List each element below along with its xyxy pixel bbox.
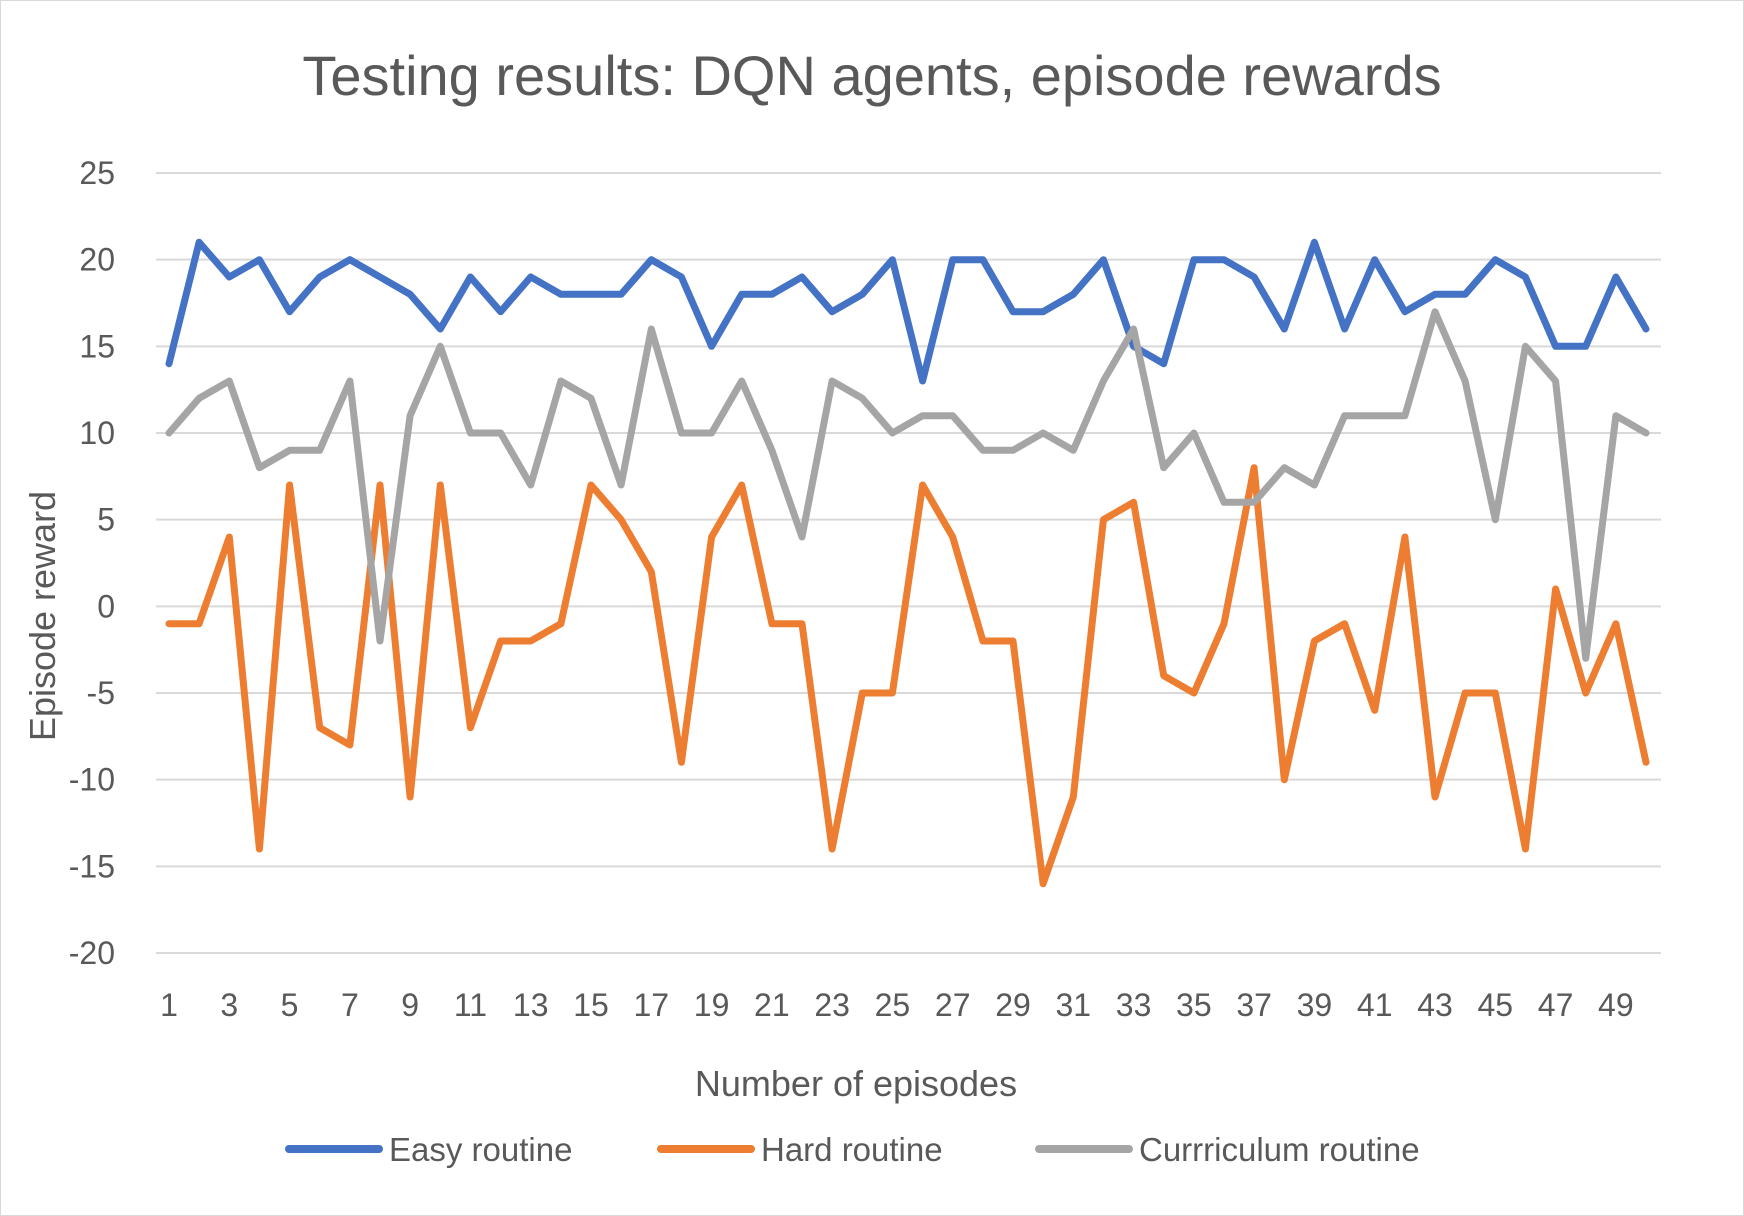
x-tick-label: 25	[875, 987, 911, 1023]
y-tick-label: -20	[69, 935, 115, 971]
x-tick-label: 35	[1176, 987, 1212, 1023]
y-tick-label: -15	[69, 848, 115, 884]
y-tick-label: 25	[79, 155, 115, 191]
legend-label: Hard routine	[761, 1131, 943, 1168]
x-tick-label: 9	[401, 987, 419, 1023]
x-tick-label: 11	[454, 987, 487, 1023]
x-tick-label: 13	[513, 987, 549, 1023]
series-line-3	[165, 308, 1650, 662]
x-tick-label: 45	[1477, 987, 1513, 1023]
x-tick-label: 33	[1116, 987, 1152, 1023]
x-tick-label: 15	[573, 987, 609, 1023]
chart-title: Testing results: DQN agents, episode rew…	[302, 44, 1441, 107]
legend-label: Currriculum routine	[1139, 1131, 1420, 1168]
y-tick-label: 20	[79, 242, 115, 278]
x-tick-label: 47	[1538, 987, 1574, 1023]
x-tick-label: 41	[1357, 987, 1393, 1023]
legend: Easy routine Hard routine Currriculum rout…	[285, 1131, 1420, 1168]
y-tick-label: -10	[69, 762, 115, 798]
legend-label: Easy routine	[389, 1131, 572, 1168]
x-axis-ticks: 1 3 5 7 9 11 13 15 17 19 21 23 25 27 29 31 33 35 37 39 41 43 4…	[160, 987, 1634, 1023]
x-tick-label: 37	[1236, 987, 1272, 1023]
y-tick-label: 15	[79, 328, 115, 364]
y-tick-label: -5	[87, 675, 115, 711]
x-tick-label: 19	[694, 987, 730, 1023]
y-tick-label: 0	[97, 588, 115, 624]
y-axis-label: Episode reward	[22, 491, 63, 741]
x-tick-label: 21	[754, 987, 790, 1023]
x-tick-label: 17	[633, 987, 669, 1023]
x-tick-label: 29	[995, 987, 1031, 1023]
x-tick-label: 7	[341, 987, 359, 1023]
x-tick-label: 43	[1417, 987, 1453, 1023]
series-line-2	[165, 464, 1650, 888]
x-tick-label: 31	[1055, 987, 1091, 1023]
y-tick-label: 5	[97, 502, 115, 538]
x-axis-label: Number of episodes	[695, 1063, 1017, 1104]
x-tick-label: 27	[935, 987, 971, 1023]
y-tick-label: 10	[79, 415, 115, 451]
series-line-1	[165, 238, 1650, 385]
x-tick-label: 1	[160, 987, 178, 1023]
y-axis-ticks: 25 20 15 10 5 0 -5 -10 -15 -20	[69, 155, 115, 971]
x-tick-label: 3	[220, 987, 238, 1023]
series-lines	[165, 238, 1650, 888]
x-tick-label: 49	[1598, 987, 1634, 1023]
x-tick-label: 5	[281, 987, 299, 1023]
x-tick-label: 39	[1297, 987, 1333, 1023]
x-tick-label: 23	[814, 987, 850, 1023]
